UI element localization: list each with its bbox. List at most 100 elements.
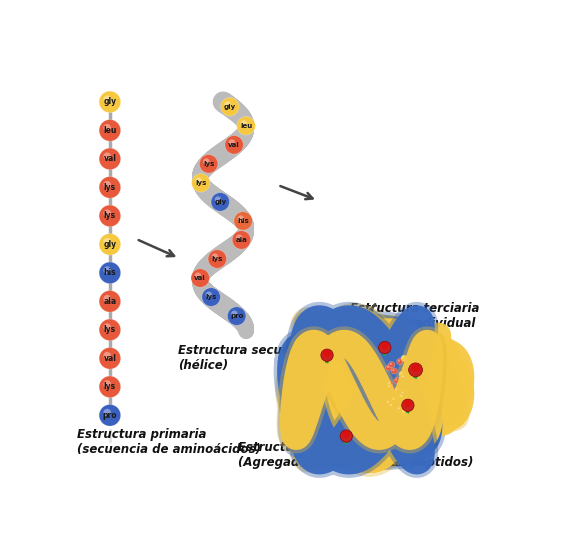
Text: lys: lys xyxy=(104,325,116,334)
Circle shape xyxy=(386,365,392,371)
Circle shape xyxy=(398,360,400,362)
Circle shape xyxy=(211,193,229,211)
Circle shape xyxy=(99,290,121,312)
Circle shape xyxy=(203,158,209,165)
Circle shape xyxy=(400,372,402,375)
Circle shape xyxy=(402,399,414,412)
Circle shape xyxy=(104,95,111,103)
Text: lys: lys xyxy=(205,294,217,300)
Circle shape xyxy=(379,341,391,353)
Circle shape xyxy=(214,196,221,203)
Circle shape xyxy=(386,399,392,406)
Circle shape xyxy=(391,368,398,374)
Circle shape xyxy=(99,376,121,398)
Circle shape xyxy=(388,382,390,384)
Text: ala: ala xyxy=(236,237,247,243)
Circle shape xyxy=(195,177,202,184)
Circle shape xyxy=(388,385,390,387)
Circle shape xyxy=(381,342,388,350)
Circle shape xyxy=(400,390,407,396)
Circle shape xyxy=(205,291,212,298)
Circle shape xyxy=(387,366,389,368)
Circle shape xyxy=(388,362,395,368)
Circle shape xyxy=(202,288,220,306)
Circle shape xyxy=(104,295,111,302)
Text: val: val xyxy=(228,142,240,148)
Circle shape xyxy=(212,253,218,260)
Text: leu: leu xyxy=(103,126,117,135)
Circle shape xyxy=(390,404,392,406)
Circle shape xyxy=(387,381,393,387)
Circle shape xyxy=(397,406,403,412)
Circle shape xyxy=(200,155,218,173)
Circle shape xyxy=(399,393,405,399)
Circle shape xyxy=(99,148,121,170)
Circle shape xyxy=(232,230,251,249)
Text: Estructura terciaria
(péptido individual
doblado): Estructura terciaria (péptido individual… xyxy=(350,302,479,345)
Circle shape xyxy=(104,324,111,331)
Circle shape xyxy=(104,181,111,188)
Circle shape xyxy=(194,273,201,279)
Circle shape xyxy=(224,101,231,107)
Circle shape xyxy=(387,384,393,390)
Circle shape xyxy=(390,363,392,365)
Circle shape xyxy=(411,363,420,372)
Text: val: val xyxy=(104,155,116,163)
Text: val: val xyxy=(104,354,116,363)
Circle shape xyxy=(387,401,389,403)
Text: lys: lys xyxy=(104,183,116,192)
Circle shape xyxy=(104,209,111,217)
Circle shape xyxy=(104,238,111,245)
Circle shape xyxy=(404,400,412,407)
Circle shape xyxy=(240,120,247,127)
Circle shape xyxy=(225,136,243,154)
Circle shape xyxy=(191,269,209,288)
Text: ala: ala xyxy=(104,297,117,306)
Circle shape xyxy=(394,387,400,393)
Circle shape xyxy=(99,177,121,198)
Text: gly: gly xyxy=(224,104,236,110)
Circle shape xyxy=(402,391,404,393)
Circle shape xyxy=(104,266,111,274)
Text: Estructura primaria
(secuencia de aminoácidos): Estructura primaria (secuencia de aminoá… xyxy=(77,428,261,455)
Circle shape xyxy=(231,311,237,317)
Text: lys: lys xyxy=(195,180,206,186)
Text: Estructura cuaternaria
(Agregados de dos o más péptidos): Estructura cuaternaria (Agregados de dos… xyxy=(239,440,474,469)
Circle shape xyxy=(321,349,333,361)
Text: pro: pro xyxy=(230,313,243,319)
Circle shape xyxy=(221,98,239,116)
Circle shape xyxy=(208,250,227,268)
Text: val: val xyxy=(194,275,206,281)
Circle shape xyxy=(99,347,121,369)
Circle shape xyxy=(99,91,121,112)
Circle shape xyxy=(392,398,395,400)
Circle shape xyxy=(104,352,111,360)
Circle shape xyxy=(402,356,404,358)
Circle shape xyxy=(228,307,246,325)
Circle shape xyxy=(398,407,400,409)
Circle shape xyxy=(104,152,111,160)
Circle shape xyxy=(99,120,121,141)
Circle shape xyxy=(397,358,403,365)
Text: his: his xyxy=(237,218,249,224)
Circle shape xyxy=(104,124,111,131)
Text: pro: pro xyxy=(102,411,117,420)
Circle shape xyxy=(340,430,352,442)
Circle shape xyxy=(237,216,244,222)
Circle shape xyxy=(192,173,210,192)
Circle shape xyxy=(395,378,398,381)
Circle shape xyxy=(229,139,235,146)
Circle shape xyxy=(104,381,111,388)
Text: gly: gly xyxy=(104,240,117,249)
Circle shape xyxy=(99,205,121,227)
Circle shape xyxy=(323,350,331,357)
Text: lys: lys xyxy=(212,256,223,262)
Circle shape xyxy=(104,409,111,417)
Circle shape xyxy=(99,234,121,255)
Circle shape xyxy=(234,212,252,230)
Text: lys: lys xyxy=(203,161,214,167)
Circle shape xyxy=(399,371,405,377)
Circle shape xyxy=(99,319,121,341)
Text: gly: gly xyxy=(214,199,227,205)
Text: leu: leu xyxy=(240,123,252,129)
